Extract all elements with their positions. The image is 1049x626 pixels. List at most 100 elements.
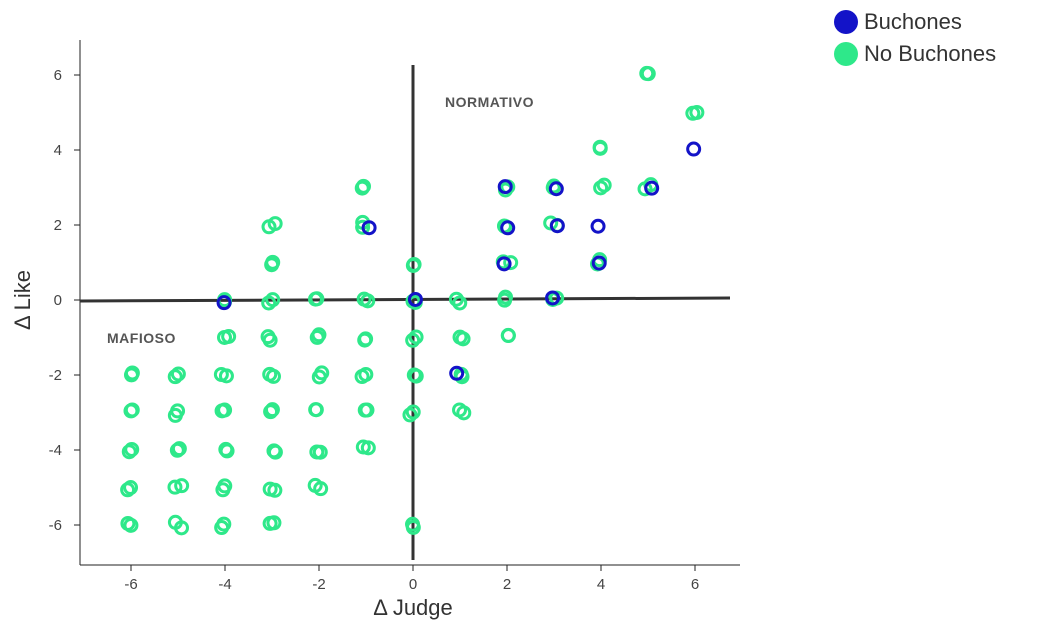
point-no-buchones <box>218 368 234 384</box>
point-no-buchones <box>452 295 468 311</box>
y-tick-label: 2 <box>54 217 62 234</box>
point-no-buchones <box>214 520 230 536</box>
annotation-mafioso: MAFIOSO <box>107 330 176 346</box>
point-buchones <box>496 256 512 272</box>
point-no-buchones <box>355 439 371 455</box>
y-tick-label: 0 <box>54 292 62 309</box>
point-buchones <box>590 218 606 234</box>
point-no-buchones <box>354 369 370 385</box>
x-axis-title: Δ Judge <box>373 595 453 620</box>
legend-label-buchones: Buchones <box>864 9 962 34</box>
point-no-buchones <box>313 481 329 497</box>
point-no-buchones <box>217 478 233 494</box>
point-no-buchones <box>354 180 370 196</box>
y-tick-label: -2 <box>49 367 62 384</box>
x-tick-label: 4 <box>597 576 605 593</box>
x-tick-label: 6 <box>691 576 699 593</box>
point-no-buchones <box>171 441 187 457</box>
point-no-buchones <box>685 105 701 121</box>
data-points <box>120 65 705 536</box>
point-no-buchones <box>500 328 516 344</box>
point-no-buchones <box>124 441 140 457</box>
point-no-buchones <box>503 255 519 271</box>
point-no-buchones <box>121 444 137 460</box>
point-no-buchones <box>217 329 233 345</box>
point-no-buchones <box>455 331 471 347</box>
point-no-buchones <box>408 329 424 345</box>
point-no-buchones <box>123 367 139 383</box>
legend-swatch-buchones <box>834 10 858 34</box>
x-axis-ticks: -6 -4 -2 0 2 4 6 <box>124 565 699 593</box>
point-no-buchones <box>266 443 282 459</box>
point-no-buchones <box>265 254 281 270</box>
point-no-buchones <box>267 216 283 232</box>
point-no-buchones <box>308 402 324 418</box>
point-no-buchones <box>167 479 183 495</box>
legend: Buchones No Buchones <box>834 6 996 70</box>
zero-axis-horizontal <box>79 296 731 303</box>
point-no-buchones <box>120 482 136 498</box>
point-no-buchones <box>309 444 325 460</box>
point-no-buchones <box>639 65 655 81</box>
x-tick-label: -6 <box>124 576 137 593</box>
point-buchones <box>407 291 423 307</box>
point-no-buchones <box>123 403 139 419</box>
y-tick-label: 4 <box>54 142 62 159</box>
point-buchones <box>449 365 465 381</box>
point-buchones <box>549 218 565 234</box>
legend-swatch-no-buchones <box>834 42 858 66</box>
point-buchones <box>545 290 561 306</box>
x-tick-label: 0 <box>409 576 417 593</box>
y-axis-title: Δ Like <box>10 270 35 330</box>
point-no-buchones <box>174 520 190 536</box>
point-no-buchones <box>167 369 183 385</box>
point-no-buchones <box>355 219 371 235</box>
point-no-buchones <box>357 402 373 418</box>
point-buchones <box>548 181 564 197</box>
point-no-buchones <box>217 402 233 418</box>
point-no-buchones <box>405 519 421 535</box>
point-no-buchones <box>261 295 277 311</box>
point-buchones <box>644 180 660 196</box>
legend-item-buchones: Buchones <box>834 6 996 38</box>
annotation-normativo: NORMATIVO <box>445 94 534 110</box>
legend-item-no-buchones: No Buchones <box>834 38 996 70</box>
point-no-buchones <box>596 177 612 193</box>
point-no-buchones <box>357 332 373 348</box>
point-no-buchones <box>170 403 186 419</box>
legend-label-no-buchones: No Buchones <box>864 41 997 66</box>
point-no-buchones <box>592 139 608 155</box>
point-buchones <box>686 141 702 157</box>
point-no-buchones <box>402 407 418 423</box>
point-no-buchones <box>263 404 279 420</box>
point-no-buchones <box>309 291 325 307</box>
point-no-buchones <box>267 482 283 498</box>
point-no-buchones <box>408 368 424 384</box>
point-no-buchones <box>266 515 282 531</box>
point-no-buchones <box>498 289 514 305</box>
point-no-buchones <box>406 256 422 272</box>
point-buchones <box>497 179 513 195</box>
point-buchones <box>591 255 607 271</box>
point-buchones <box>500 220 516 236</box>
point-no-buchones <box>405 332 421 348</box>
point-no-buchones <box>456 405 472 421</box>
x-tick-label: -4 <box>218 576 231 593</box>
y-tick-label: 6 <box>54 67 62 84</box>
y-tick-label: -4 <box>49 442 62 459</box>
x-tick-label: -2 <box>312 576 325 593</box>
point-no-buchones <box>174 478 190 494</box>
point-no-buchones <box>219 443 235 459</box>
point-no-buchones <box>314 365 330 381</box>
point-buchones <box>216 295 232 311</box>
y-tick-label: -6 <box>49 517 62 534</box>
point-no-buchones <box>260 329 276 345</box>
point-no-buchones <box>356 291 372 307</box>
point-no-buchones <box>120 515 136 531</box>
y-axis-ticks: -6 -4 -2 0 2 4 6 <box>49 67 80 534</box>
point-buchones <box>361 220 377 236</box>
x-tick-label: 2 <box>503 576 511 593</box>
point-no-buchones <box>265 368 281 384</box>
point-no-buchones <box>309 329 325 345</box>
